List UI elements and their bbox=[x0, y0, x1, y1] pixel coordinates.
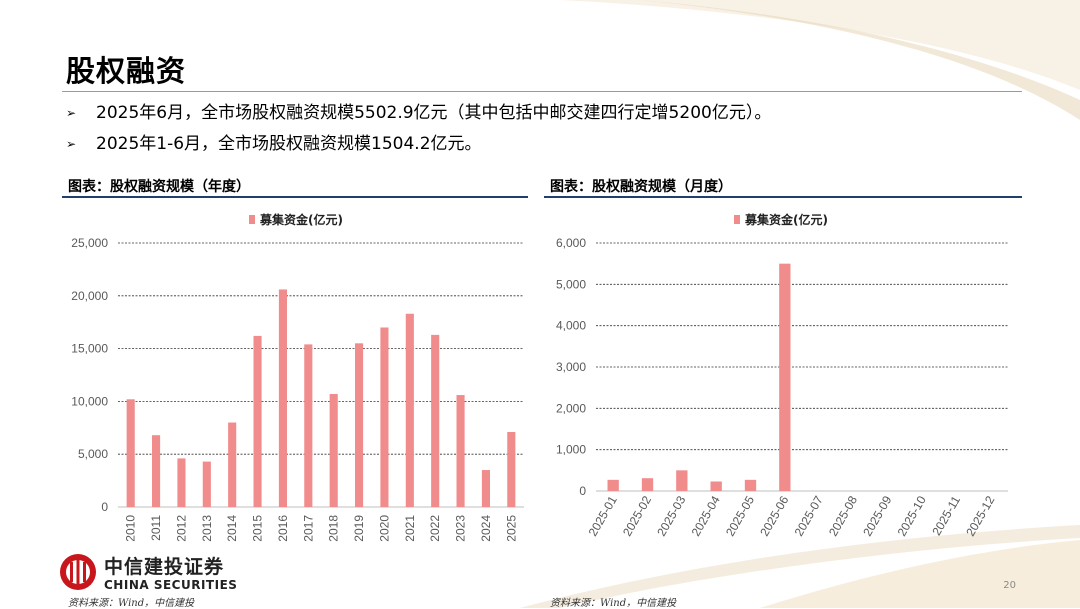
bar bbox=[329, 394, 338, 507]
x-tick-label: 2023 bbox=[454, 515, 468, 542]
legend-label: 募集资金(亿元) bbox=[259, 212, 343, 227]
x-tick-label: 2025-03 bbox=[654, 493, 688, 538]
bullet-list: ➢ 2025年6月，全市场股权融资规模5502.9亿元（其中包括中邮交建四行定增5… bbox=[66, 98, 771, 160]
x-tick-label: 2025-05 bbox=[723, 493, 757, 538]
bar bbox=[405, 313, 414, 507]
company-name-english: CHINA SECURITIES bbox=[104, 578, 238, 592]
x-tick-label: 2025 bbox=[504, 515, 518, 542]
y-tick-label: 5,000 bbox=[78, 447, 108, 461]
x-tick-label: 2022 bbox=[428, 515, 442, 542]
bar bbox=[456, 395, 465, 507]
x-tick-label: 2025-11 bbox=[929, 493, 963, 538]
bar bbox=[355, 343, 364, 507]
x-tick-label: 2021 bbox=[403, 515, 417, 542]
bar bbox=[744, 479, 757, 491]
y-tick-label: 25,000 bbox=[71, 236, 108, 250]
bar bbox=[152, 435, 161, 507]
bar bbox=[253, 335, 262, 507]
bar bbox=[607, 479, 619, 491]
bar bbox=[202, 461, 211, 507]
bar bbox=[177, 458, 186, 507]
bullet-item: ➢ 2025年1-6月，全市场股权融资规模1504.2亿元。 bbox=[66, 129, 771, 160]
x-tick-label: 2012 bbox=[174, 515, 188, 542]
bar bbox=[507, 432, 516, 507]
bar bbox=[431, 334, 440, 507]
x-tick-label: 2014 bbox=[225, 515, 239, 542]
x-tick-label: 2020 bbox=[377, 515, 391, 542]
bar bbox=[228, 422, 237, 507]
x-tick-label: 2025-07 bbox=[792, 493, 826, 538]
x-tick-label: 2025-02 bbox=[620, 493, 654, 538]
title-divider bbox=[62, 91, 1022, 92]
y-tick-label: 15,000 bbox=[71, 342, 108, 356]
arrow-bullet-icon: ➢ bbox=[66, 137, 77, 151]
page-title: 股权融资 bbox=[66, 54, 187, 88]
x-tick-label: 2017 bbox=[301, 515, 315, 542]
chart-caption-rule-monthly bbox=[544, 196, 1022, 198]
annual-bar-chart: 0 5,000 10,000 15,000 20,000 25,000 2010 2011 20… bbox=[71, 212, 524, 542]
page-number: 20 bbox=[1003, 580, 1016, 591]
chart-caption-annual: 图表：股权融资规模（年度） bbox=[68, 179, 250, 195]
y-tick-label: 0 bbox=[579, 484, 586, 498]
chart-caption-rule-annual bbox=[62, 196, 528, 198]
y-tick-label: 3,000 bbox=[556, 360, 586, 374]
y-tick-label: 2,000 bbox=[556, 401, 586, 415]
y-tick-label: 6,000 bbox=[556, 236, 586, 250]
x-tick-label: 2025-04 bbox=[689, 493, 723, 538]
legend-swatch bbox=[734, 215, 740, 224]
x-tick-label: 2024 bbox=[479, 515, 493, 542]
bar bbox=[710, 481, 722, 491]
legend-label: 募集资金(亿元) bbox=[744, 212, 828, 227]
y-tick-label: 4,000 bbox=[556, 319, 586, 333]
bar bbox=[641, 478, 654, 491]
x-tick-label: 2025-08 bbox=[826, 493, 860, 538]
x-tick-label: 2016 bbox=[276, 515, 290, 542]
x-tick-label: 2025-12 bbox=[963, 493, 997, 538]
x-tick-label: 2025-01 bbox=[586, 493, 620, 538]
x-tick-label: 2025-09 bbox=[860, 493, 894, 538]
chart-caption-monthly: 图表：股权融资规模（月度） bbox=[550, 179, 732, 195]
arrow-bullet-icon: ➢ bbox=[66, 106, 77, 120]
x-tick-label: 2025-10 bbox=[895, 493, 929, 538]
x-tick-label: 2015 bbox=[251, 515, 265, 542]
company-name: 中信建投证券 bbox=[104, 556, 225, 578]
x-tick-label: 2019 bbox=[352, 515, 366, 542]
legend-swatch bbox=[249, 215, 255, 224]
y-tick-label: 20,000 bbox=[71, 289, 108, 303]
source-note-monthly: 资料来源：Wind，中信建投 bbox=[550, 598, 677, 609]
bar bbox=[380, 327, 389, 507]
source-note-annual: 资料来源：Wind，中信建投 bbox=[68, 598, 195, 609]
bar bbox=[278, 289, 287, 507]
x-tick-label: 2011 bbox=[149, 515, 163, 541]
x-tick-label: 2013 bbox=[200, 515, 214, 542]
bar bbox=[304, 344, 313, 507]
y-tick-label: 1,000 bbox=[556, 443, 586, 457]
x-tick-label: 2018 bbox=[327, 515, 341, 542]
bar bbox=[779, 263, 791, 491]
bullet-item: ➢ 2025年6月，全市场股权融资规模5502.9亿元（其中包括中邮交建四行定增5… bbox=[66, 98, 771, 129]
bar bbox=[126, 399, 135, 507]
bullet-text: 2025年6月，全市场股权融资规模5502.9亿元（其中包括中邮交建四行定增52… bbox=[96, 103, 772, 123]
bar bbox=[676, 470, 688, 491]
y-tick-label: 10,000 bbox=[71, 394, 108, 408]
y-tick-label: 5,000 bbox=[556, 277, 586, 291]
bar bbox=[481, 470, 490, 507]
x-tick-label: 2010 bbox=[124, 515, 138, 542]
citic-emblem-icon bbox=[60, 554, 96, 590]
x-tick-label: 2025-06 bbox=[757, 493, 791, 538]
y-tick-label: 0 bbox=[101, 500, 108, 514]
company-logo: 中信建投证券 CHINA SECURITIES bbox=[58, 550, 248, 594]
bullet-text: 2025年1-6月，全市场股权融资规模1504.2亿元。 bbox=[96, 134, 482, 154]
